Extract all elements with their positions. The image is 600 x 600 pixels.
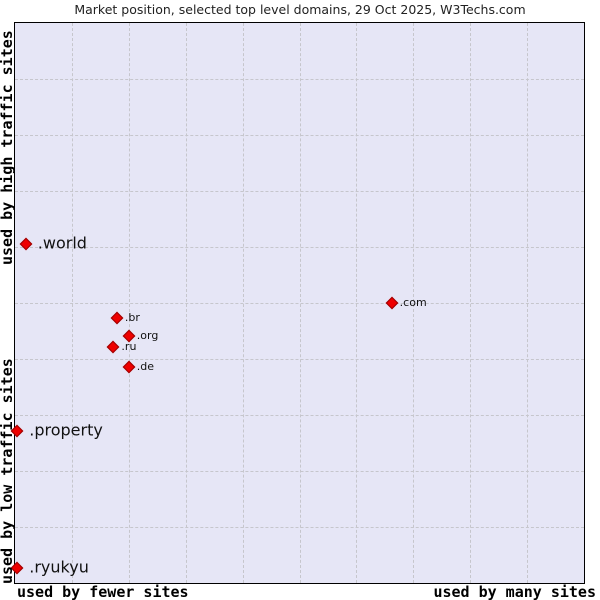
gridline-horizontal <box>15 303 584 304</box>
plot-area: .world .br .org .ru .de .com .property .ryukyu <box>10 22 585 584</box>
gridline-horizontal <box>15 527 584 528</box>
point-label: .br <box>124 311 140 325</box>
diamond-marker-icon <box>122 360 136 374</box>
gridline-horizontal <box>15 247 584 248</box>
x-axis-label-many-sites: used by many sites <box>433 583 596 600</box>
y-axis-label-low-traffic: used by low traffic sites <box>0 358 16 584</box>
gridline-horizontal <box>15 191 584 192</box>
point-label: .property <box>29 420 103 440</box>
chart-title: Market position, selected top level doma… <box>74 2 526 17</box>
point-label: .com <box>399 295 427 309</box>
point-label: .ru <box>121 339 137 353</box>
gridline-horizontal <box>15 135 584 136</box>
x-axis-label-fewer-sites: used by fewer sites <box>17 583 189 600</box>
gridline-horizontal <box>15 79 584 80</box>
gridline-horizontal <box>15 415 584 416</box>
point-label: .ryukyu <box>29 557 89 577</box>
y-axis-label-high-traffic: used by high traffic sites <box>0 30 16 265</box>
point-label: .de <box>136 359 155 373</box>
diamond-marker-icon <box>107 340 120 354</box>
point-label: .org <box>136 329 159 343</box>
diamond-marker-icon <box>110 311 124 325</box>
gridline-horizontal <box>15 471 584 472</box>
diamond-marker-icon <box>19 237 33 251</box>
point-label: .world <box>37 233 87 253</box>
diamond-marker-icon <box>385 296 399 310</box>
gridline-horizontal <box>15 359 584 360</box>
